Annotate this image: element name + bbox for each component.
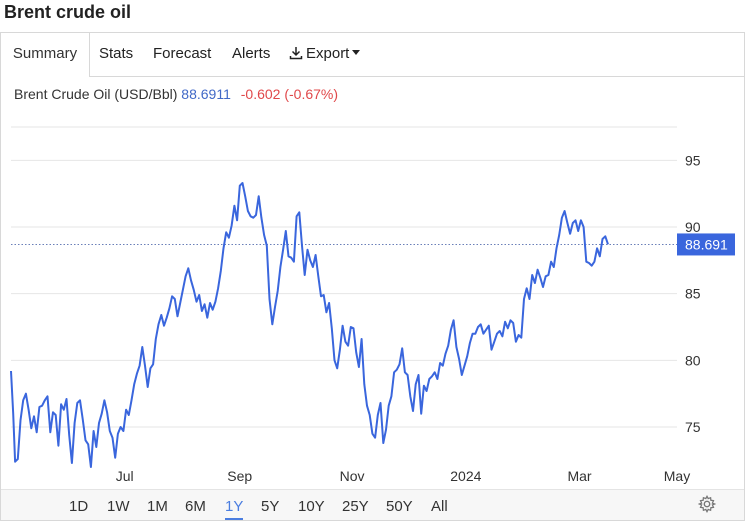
y-tick-label: 90: [685, 219, 701, 235]
legend-change: -0.602 (-0.67%): [240, 86, 339, 102]
chart-area: 75 80 85 90 95 Jul Sep Nov 2024 Mar May 88.691 Bren…: [1, 77, 744, 487]
range-button-25y[interactable]: 25Y: [342, 498, 369, 515]
x-tick-label: Jul: [116, 468, 134, 484]
y-tick-label: 95: [685, 152, 701, 168]
legend-price: 88.6911: [181, 86, 231, 102]
y-tick-label: 85: [685, 286, 701, 302]
range-button-1m[interactable]: 1M: [147, 498, 168, 515]
last-price-tag: [677, 233, 735, 256]
price-chart[interactable]: 75 80 85 90 95 Jul Sep Nov 2024 Mar May 88.691: [1, 77, 744, 487]
download-icon: [289, 47, 303, 60]
caret-down-icon: [352, 50, 361, 55]
tab-forecast[interactable]: Forecast: [153, 33, 211, 77]
x-tick-label: Nov: [340, 468, 365, 484]
page-title: Brent crude oil: [4, 2, 132, 22]
range-button-1y[interactable]: 1Y: [225, 496, 244, 520]
tab-bar: Summary Stats Forecast Alerts Export: [1, 33, 744, 77]
range-button-1d[interactable]: 1D: [69, 498, 89, 515]
tab-summary-label: Summary: [12, 45, 78, 62]
tab-stats-label: Stats: [99, 45, 134, 62]
range-button-50y[interactable]: 50Y: [386, 498, 413, 515]
range-button-6m[interactable]: 6M: [185, 498, 206, 515]
range-button-10y[interactable]: 10Y: [298, 498, 325, 515]
chart-legend: Brent Crude Oil (USD/Bbl) 88.6911 -0.602…: [14, 86, 338, 102]
y-tick-label: 80: [685, 352, 701, 368]
x-tick-label: Mar: [567, 468, 591, 484]
x-tick-label: Sep: [227, 468, 252, 484]
tab-stats[interactable]: Stats: [99, 33, 133, 77]
tab-forecast-label: Forecast: [153, 45, 212, 62]
y-tick-label: 75: [685, 419, 701, 435]
range-button-5y[interactable]: 5Y: [261, 498, 280, 515]
tab-summary[interactable]: Summary: [1, 33, 90, 77]
gear-icon[interactable]: [698, 495, 716, 513]
x-tick-label: May: [664, 468, 690, 484]
export-dropdown[interactable]: Export: [289, 33, 361, 77]
tab-alerts-label: Alerts: [232, 45, 271, 62]
export-label: Export: [306, 45, 350, 62]
range-button-all[interactable]: All: [431, 498, 448, 515]
x-tick-label: 2024: [450, 468, 481, 484]
legend-series-name: Brent Crude Oil (USD/Bbl): [14, 86, 178, 102]
range-selector: 1D 1W 1M 6M 1Y 5Y 10Y 25Y 50Y All: [1, 489, 744, 520]
tab-alerts[interactable]: Alerts: [232, 33, 270, 77]
price-series-line: [10, 182, 609, 468]
last-price-tag-label: 88.691: [685, 236, 728, 252]
range-button-1w[interactable]: 1W: [107, 498, 130, 515]
chart-panel: Summary Stats Forecast Alerts Export 75 8…: [0, 32, 745, 521]
